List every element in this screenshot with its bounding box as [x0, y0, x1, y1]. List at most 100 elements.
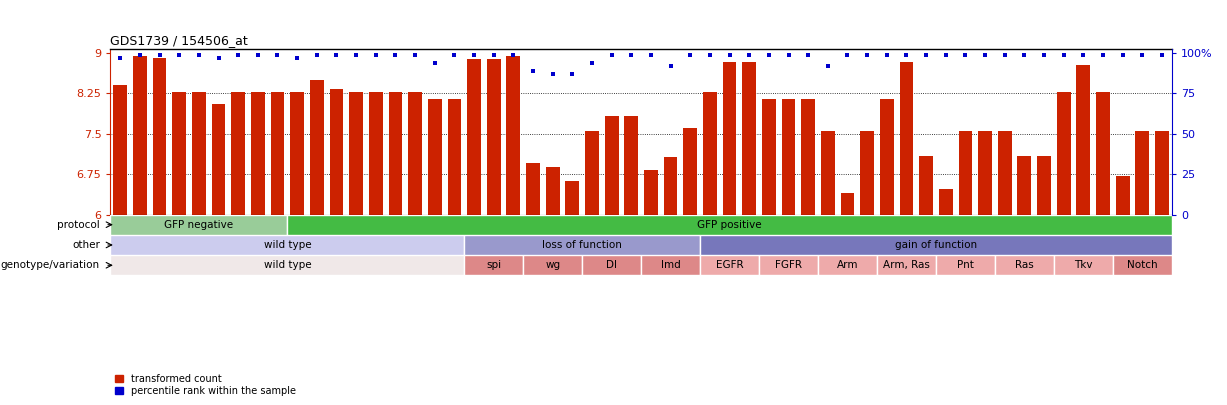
Text: Arm: Arm [837, 260, 858, 270]
Bar [467, 60, 481, 215]
Bar [939, 189, 952, 215]
Bar [605, 117, 618, 215]
Bar [762, 99, 775, 215]
Bar [919, 156, 933, 215]
Text: GDS1739 / 154506_at: GDS1739 / 154506_at [110, 34, 248, 47]
Bar [507, 55, 520, 215]
Text: Imd: Imd [660, 260, 681, 270]
Bar [936, 255, 995, 275]
Text: EGFR: EGFR [715, 260, 744, 270]
Point [503, 51, 523, 58]
Point [917, 51, 936, 58]
Bar [110, 235, 464, 255]
Text: wg: wg [545, 260, 561, 270]
Bar [291, 92, 304, 215]
Point [701, 51, 720, 58]
Bar [252, 92, 265, 215]
Bar [1155, 131, 1169, 215]
Point [1074, 51, 1093, 58]
Bar [998, 131, 1011, 215]
Text: Arm, Ras: Arm, Ras [883, 260, 930, 270]
Point [110, 55, 130, 61]
Bar [428, 99, 442, 215]
Text: spi: spi [486, 260, 502, 270]
Point [562, 71, 582, 77]
Text: loss of function: loss of function [542, 240, 622, 250]
Bar [760, 255, 818, 275]
Point [1015, 51, 1034, 58]
Bar [232, 92, 245, 215]
Point [189, 51, 209, 58]
Bar [958, 131, 972, 215]
Bar [782, 99, 795, 215]
Text: Dl: Dl [606, 260, 617, 270]
Point [307, 51, 326, 58]
Bar [113, 85, 128, 215]
Point [523, 68, 542, 74]
Text: Tkv: Tkv [1074, 260, 1092, 270]
Bar [683, 128, 697, 215]
Bar [877, 255, 936, 275]
Point [779, 51, 799, 58]
Point [1152, 51, 1172, 58]
Text: genotype/variation: genotype/variation [1, 260, 99, 270]
Bar [523, 255, 582, 275]
Text: gain of function: gain of function [894, 240, 977, 250]
Bar [566, 181, 579, 215]
Bar [487, 60, 501, 215]
Bar [821, 131, 834, 215]
Text: Notch: Notch [1126, 260, 1157, 270]
Point [661, 63, 681, 69]
Bar [640, 255, 701, 275]
Point [897, 51, 917, 58]
Bar [1056, 92, 1071, 215]
Bar [1017, 156, 1031, 215]
Text: wild type: wild type [264, 260, 312, 270]
Bar [1115, 176, 1130, 215]
Bar [880, 99, 893, 215]
Point [858, 51, 877, 58]
Point [366, 51, 385, 58]
Point [1093, 51, 1113, 58]
Point [818, 63, 838, 69]
Bar [271, 92, 285, 215]
Bar [860, 131, 874, 215]
Point [642, 51, 661, 58]
Text: protocol: protocol [58, 220, 99, 230]
Text: Ras: Ras [1015, 260, 1034, 270]
Point [326, 51, 346, 58]
Bar [1135, 131, 1150, 215]
Bar [409, 92, 422, 215]
Bar [1076, 65, 1091, 215]
Bar [389, 92, 402, 215]
Bar [330, 89, 344, 215]
Point [287, 55, 307, 61]
Point [425, 60, 444, 66]
Point [385, 51, 405, 58]
Bar [664, 157, 677, 215]
Point [601, 51, 621, 58]
Text: other: other [72, 240, 99, 250]
Bar [133, 55, 147, 215]
Point [130, 51, 150, 58]
Point [405, 51, 425, 58]
Legend: transformed count, percentile rank within the sample: transformed count, percentile rank withi… [115, 374, 296, 396]
Bar [978, 131, 991, 215]
Point [1113, 51, 1133, 58]
Point [956, 51, 975, 58]
Point [838, 51, 858, 58]
Bar [1037, 156, 1050, 215]
Point [877, 51, 897, 58]
Bar [701, 255, 760, 275]
Point [444, 51, 464, 58]
Bar [995, 255, 1054, 275]
Point [209, 55, 228, 61]
Bar [310, 80, 324, 215]
Point [248, 51, 267, 58]
Point [936, 51, 956, 58]
Text: GFP positive: GFP positive [697, 220, 762, 230]
Point [621, 51, 640, 58]
Bar [448, 99, 461, 215]
Text: GFP negative: GFP negative [164, 220, 233, 230]
Bar [211, 104, 226, 215]
